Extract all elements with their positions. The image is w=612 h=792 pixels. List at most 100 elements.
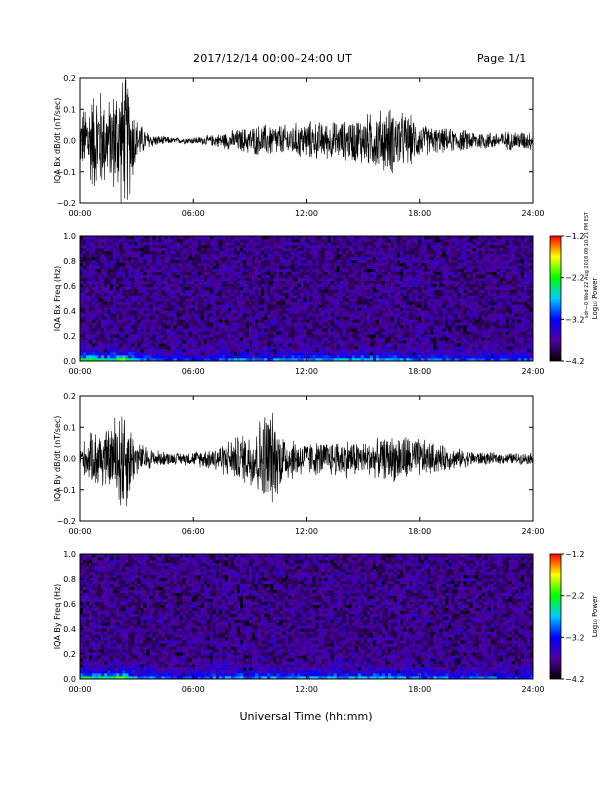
spectrogram-cell [336, 238, 341, 243]
spectrogram-cell [119, 337, 123, 341]
spectrogram-cell [176, 328, 180, 332]
spectrogram-cell [125, 292, 129, 296]
spectrogram-cell [182, 343, 186, 347]
spectrogram-cell [433, 346, 437, 350]
spectrogram-cell [418, 271, 422, 275]
spectrogram-cell [167, 313, 171, 317]
spectrogram-cell [276, 238, 280, 243]
spectrogram-cell [303, 304, 307, 308]
spectrogram-cell [348, 244, 353, 249]
spectrogram-cell [200, 316, 205, 320]
spectrogram-cell [161, 301, 165, 305]
spectrogram-cell [403, 277, 407, 281]
spectrogram-cell [318, 289, 322, 293]
spectrogram-cell [357, 307, 362, 311]
spectrogram-cell [400, 268, 404, 273]
spectrogram-cell [92, 283, 96, 287]
spectrogram-cell [131, 340, 135, 344]
spectrogram-cell [218, 307, 223, 311]
spectrogram-cell [363, 319, 368, 323]
spectrogram-cell [424, 337, 428, 341]
spectrogram-cell [131, 304, 135, 308]
spectrogram-cell [161, 236, 165, 240]
spectrogram-cell [209, 289, 214, 293]
spectrogram-cell [128, 238, 132, 243]
spectrogram-cell [101, 238, 105, 243]
spectrogram-cell [197, 283, 202, 287]
spectrogram-cell [122, 322, 126, 326]
spectrogram-cell [279, 349, 283, 353]
spectrogram-cell [110, 337, 114, 341]
spectrogram-cell [303, 352, 307, 356]
spectrogram-cell [270, 238, 274, 243]
spectrogram-cell [369, 241, 374, 246]
spectrogram-cell [297, 259, 301, 264]
spectrogram-cell [86, 337, 90, 341]
spectrogram-cell [152, 319, 156, 323]
spectrogram-cell [421, 244, 425, 249]
spectrogram-cell [294, 313, 298, 317]
spectrogram-cell [273, 319, 277, 323]
spectrogram-cell [206, 349, 211, 353]
spectrogram-cell [363, 274, 368, 278]
spectrogram-cell [104, 355, 108, 359]
spectrogram-cell [409, 289, 413, 293]
spectrogram-cell [140, 301, 144, 305]
spectrogram-cell [206, 319, 211, 323]
spectrogram-cell [303, 238, 307, 243]
spectrogram-cell [173, 358, 177, 362]
spectrogram-cell [415, 304, 419, 308]
spectrogram-cell [197, 244, 202, 249]
spectrogram-cell [261, 334, 265, 338]
spectrogram-cell [324, 301, 328, 305]
spectrogram-cell [164, 253, 168, 258]
spectrogram-cell [291, 355, 295, 359]
spectrogram-cell [378, 310, 383, 314]
spectrogram-cell [243, 355, 247, 359]
spectrogram-cell [363, 256, 368, 261]
spectrogram-cell [164, 283, 168, 287]
spectrogram-cell [264, 337, 268, 341]
spectrogram-cell [406, 322, 410, 326]
spectrogram-cell [209, 274, 214, 278]
spectrogram-cell [315, 298, 319, 302]
spectrogram-cell [351, 247, 356, 252]
spectrogram-cell [400, 289, 404, 293]
spectrogram-cell [276, 319, 280, 323]
spectrogram-cell [412, 307, 416, 311]
spectrogram-cell [173, 247, 177, 252]
spectrogram-cell [149, 250, 153, 255]
spectrogram-cell [140, 280, 144, 284]
spectrogram-cell [240, 256, 244, 261]
spectrogram-cell [170, 349, 174, 353]
spectrogram-cell [360, 292, 365, 296]
spectrogram-cell [261, 343, 265, 347]
spectrogram-cell [167, 238, 171, 243]
spectrogram-cell [406, 238, 410, 243]
spectrogram-cell [237, 313, 241, 317]
spectrogram-cell [173, 343, 177, 347]
spectrogram-cell [270, 301, 274, 305]
spectrogram-cell [400, 262, 404, 267]
spectrogram-cell [140, 349, 144, 353]
spectrogram-cell [161, 244, 165, 249]
spectrogram-cell [321, 337, 325, 341]
spectrogram-cell [134, 322, 138, 326]
spectrogram-cell [237, 298, 241, 302]
spectrogram-cell [400, 331, 404, 335]
spectrogram-cell [427, 355, 431, 359]
spectrogram-cell [221, 298, 226, 302]
spectrogram-cell [351, 250, 356, 255]
spectrogram-cell [86, 307, 90, 311]
spectrogram-cell [418, 274, 422, 278]
spectrogram-cell [270, 262, 274, 267]
spectrogram-cell [264, 340, 268, 344]
spectrogram-cell [418, 280, 422, 284]
spectrogram-cell [140, 313, 144, 317]
spectrogram-cell [397, 295, 401, 299]
spectrogram-cell [348, 274, 353, 278]
spectrogram-cell [164, 346, 168, 350]
spectrogram-cell [125, 334, 129, 338]
spectrogram-cell [388, 295, 392, 299]
spectrogram-cell [336, 349, 341, 353]
